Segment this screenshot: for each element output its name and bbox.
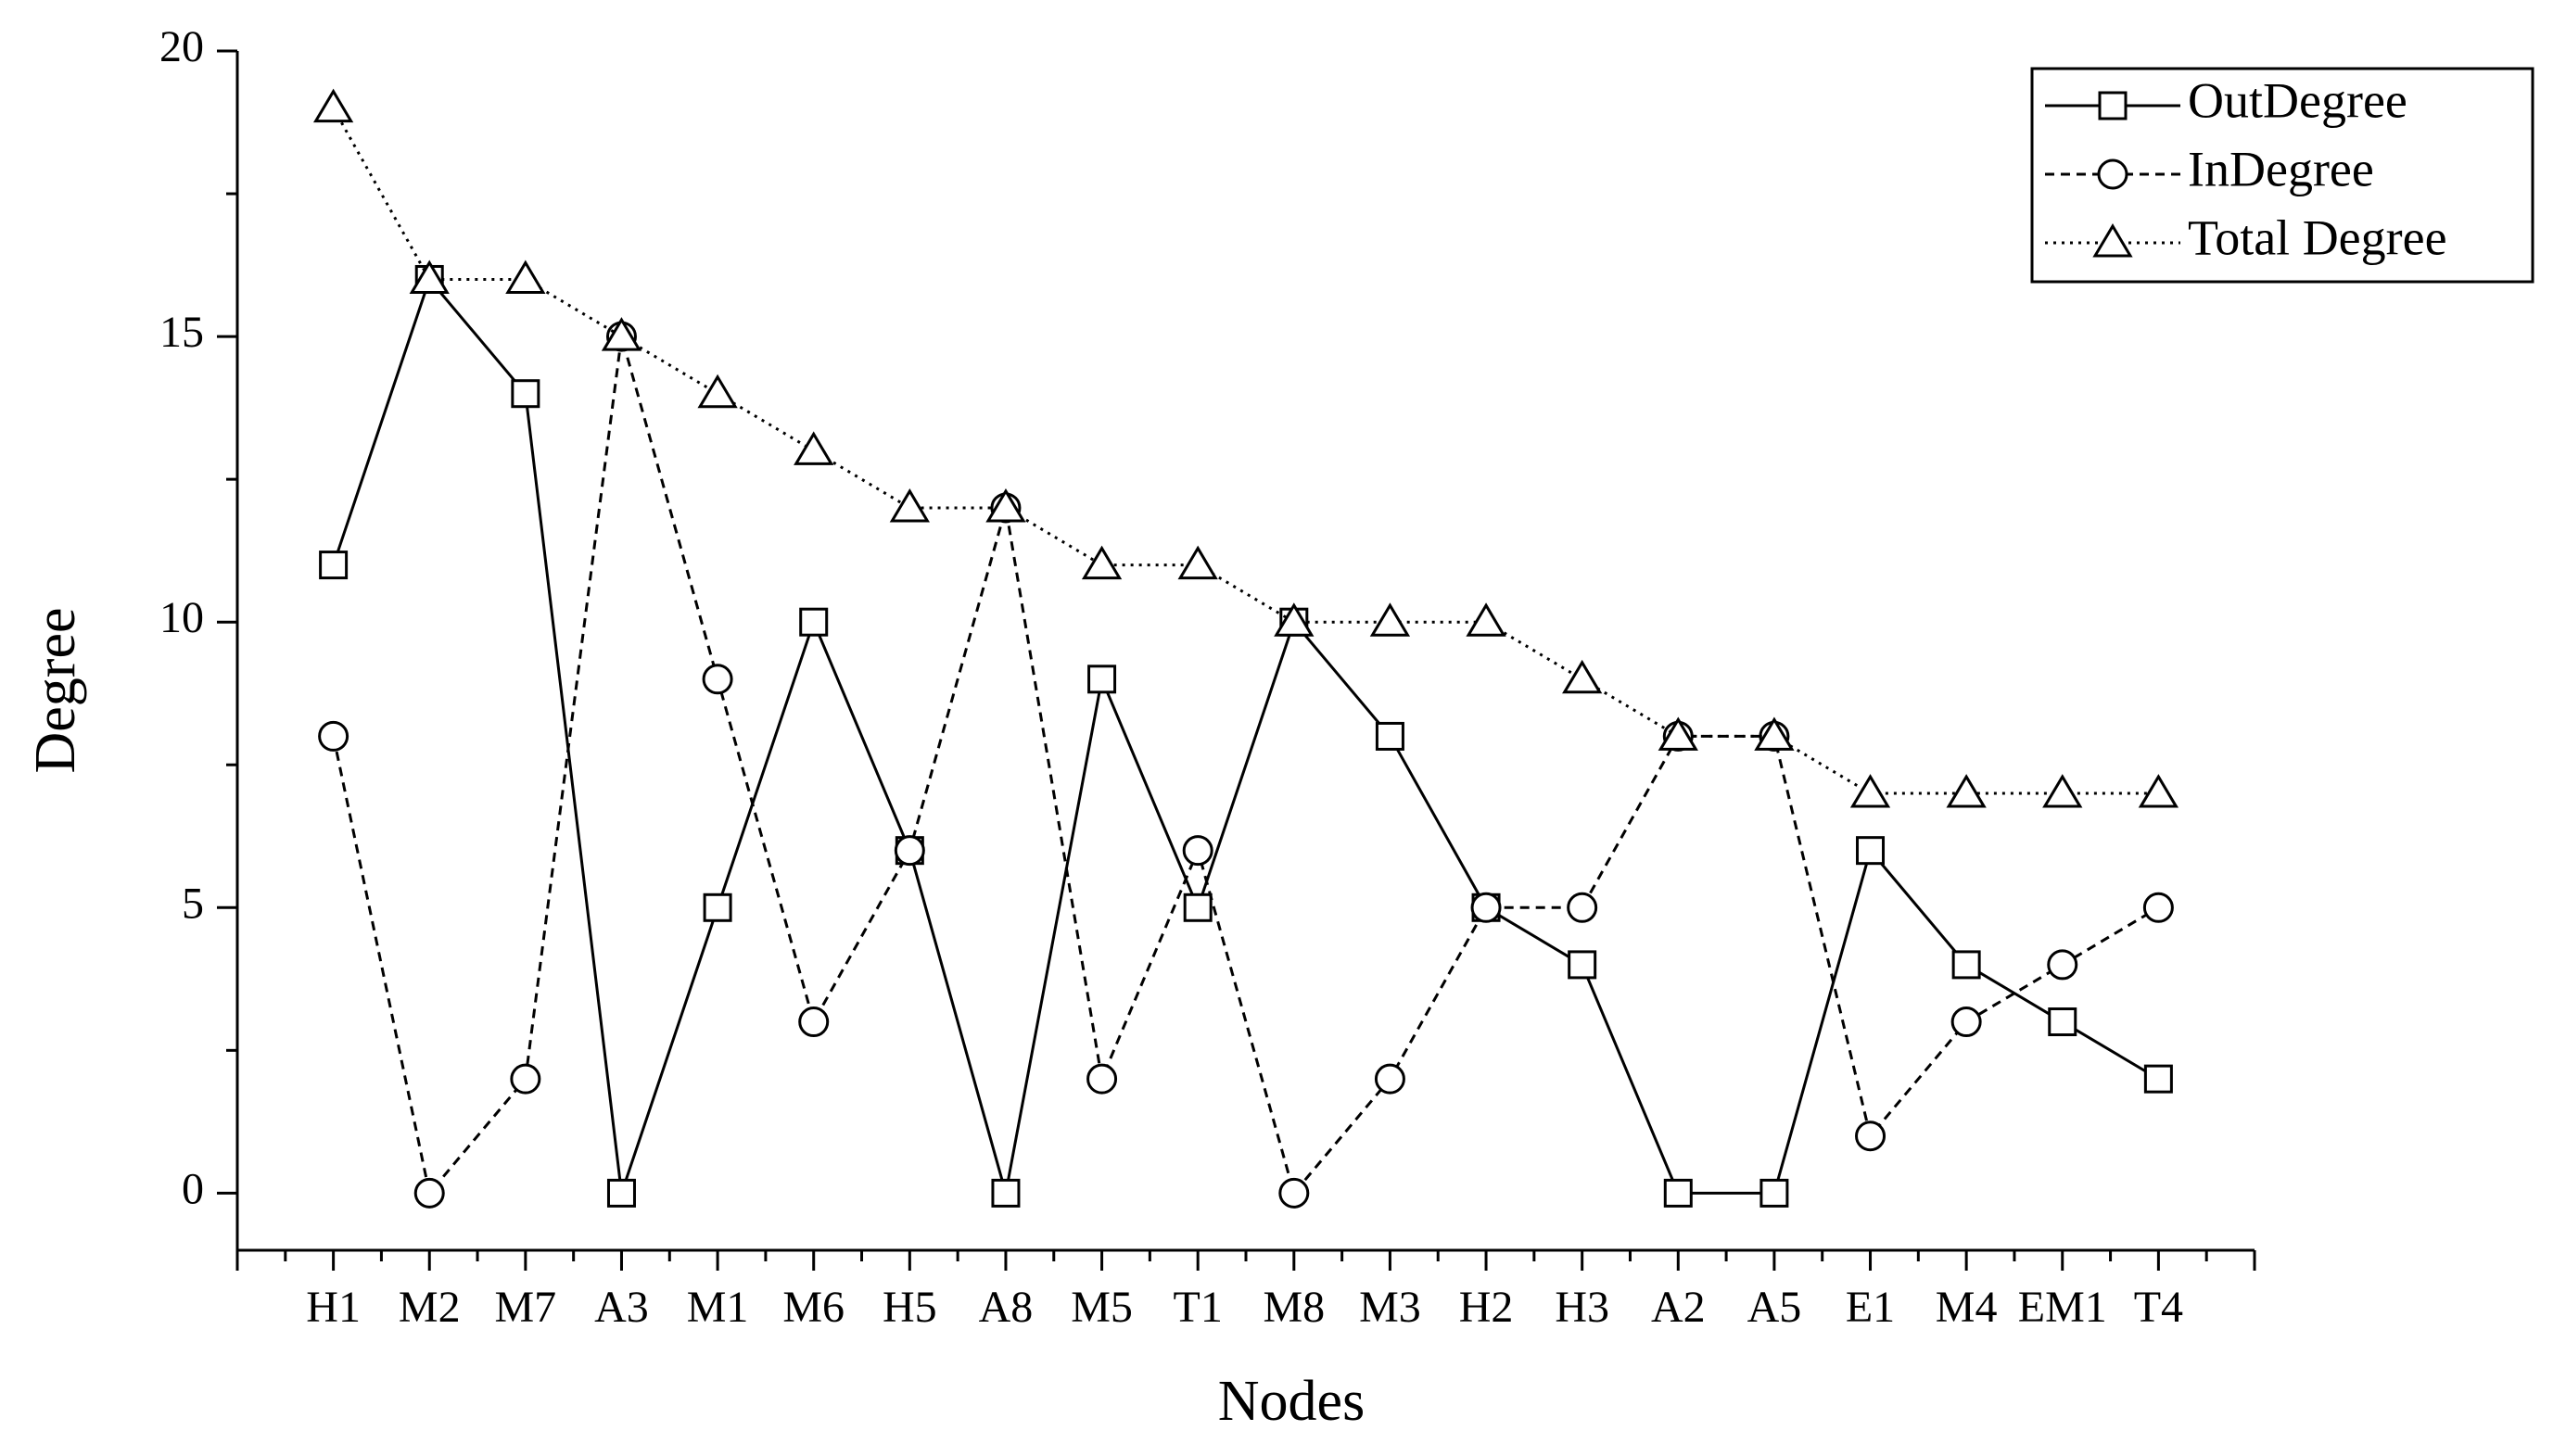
- marker: [1562, 659, 1603, 694]
- marker: [889, 488, 930, 523]
- x-tick-label: M8: [1263, 1283, 1325, 1332]
- marker: [1856, 836, 1886, 866]
- marker: [318, 720, 349, 752]
- legend-label: Total Degree: [2188, 209, 2447, 265]
- x-tick-label: T1: [1174, 1283, 1223, 1332]
- x-tick-label: M4: [1936, 1283, 1998, 1332]
- marker: [799, 607, 829, 637]
- marker: [1374, 1063, 1405, 1095]
- marker: [1663, 1178, 1693, 1208]
- marker: [505, 260, 546, 294]
- x-tick-label: A3: [594, 1283, 649, 1332]
- marker: [2098, 91, 2128, 120]
- marker: [794, 431, 834, 465]
- x-tick-label: A8: [979, 1283, 1034, 1332]
- marker: [1951, 950, 1981, 980]
- x-tick-label: H3: [1555, 1283, 1609, 1332]
- marker: [1278, 1177, 1310, 1209]
- marker: [1183, 893, 1213, 922]
- x-tick-label: M1: [687, 1283, 749, 1332]
- x-tick-label: A5: [1747, 1283, 1802, 1332]
- legend-label: InDegree: [2188, 141, 2374, 196]
- marker: [1849, 774, 1891, 808]
- x-tick-label: EM1: [2018, 1283, 2107, 1332]
- marker: [985, 488, 1026, 523]
- marker: [1759, 1178, 1789, 1208]
- marker: [1086, 1063, 1118, 1095]
- x-tick-label: H1: [306, 1283, 361, 1332]
- marker: [312, 88, 354, 123]
- x-tick-label: M6: [782, 1283, 845, 1332]
- x-axis-title: Nodes: [1218, 1370, 1365, 1433]
- marker: [798, 1007, 830, 1038]
- y-tick-label: 15: [159, 308, 204, 357]
- marker: [1466, 602, 1506, 637]
- marker: [1274, 602, 1315, 637]
- marker: [2143, 1064, 2173, 1094]
- marker: [2042, 774, 2083, 808]
- marker: [1950, 1007, 1982, 1038]
- legend-label: OutDegree: [2188, 72, 2407, 128]
- x-tick-label: H2: [1459, 1283, 1514, 1332]
- marker: [2048, 1007, 2077, 1037]
- marker: [1946, 774, 1987, 808]
- marker: [319, 551, 349, 580]
- marker: [894, 835, 925, 867]
- marker: [413, 1177, 445, 1209]
- y-tick-label: 10: [159, 593, 204, 642]
- y-tick-label: 0: [182, 1164, 204, 1213]
- marker: [510, 1063, 541, 1095]
- x-tick-label: M2: [399, 1283, 461, 1332]
- x-tick-label: A2: [1651, 1283, 1706, 1332]
- marker: [697, 373, 738, 409]
- marker: [1658, 716, 1698, 751]
- marker: [409, 260, 450, 294]
- marker: [1081, 545, 1123, 580]
- marker: [1087, 665, 1117, 694]
- marker: [1855, 1120, 1886, 1152]
- marker: [1567, 892, 1598, 923]
- marker: [1754, 716, 1795, 751]
- marker: [1470, 892, 1502, 923]
- y-tick-label: 5: [182, 879, 204, 928]
- x-tick-label: M7: [495, 1283, 557, 1332]
- marker: [1375, 721, 1404, 751]
- y-tick-label: 20: [159, 22, 204, 71]
- marker: [991, 1178, 1021, 1208]
- series-line: [332, 336, 2160, 1196]
- series-line: [332, 276, 2160, 1195]
- marker: [1177, 545, 1218, 580]
- legend: OutDegree InDegree Total Degree: [2030, 67, 2534, 284]
- marker: [703, 893, 732, 922]
- x-tick-label: M5: [1071, 1283, 1133, 1332]
- marker: [2142, 892, 2174, 923]
- marker: [2138, 774, 2179, 808]
- marker: [606, 1178, 636, 1208]
- y-axis-title: Degree: [24, 608, 87, 774]
- marker: [1182, 835, 1213, 867]
- marker: [511, 379, 540, 409]
- marker: [1568, 950, 1597, 980]
- marker: [1369, 602, 1411, 637]
- marker: [2097, 158, 2128, 190]
- marker: [601, 317, 642, 351]
- x-tick-label: E1: [1846, 1283, 1895, 1332]
- x-tick-label: H5: [883, 1283, 937, 1332]
- x-tick-label: T4: [2134, 1283, 2183, 1332]
- x-tick-label: M3: [1359, 1283, 1421, 1332]
- marker: [702, 664, 733, 695]
- marker: [2092, 223, 2133, 258]
- marker: [2047, 949, 2078, 981]
